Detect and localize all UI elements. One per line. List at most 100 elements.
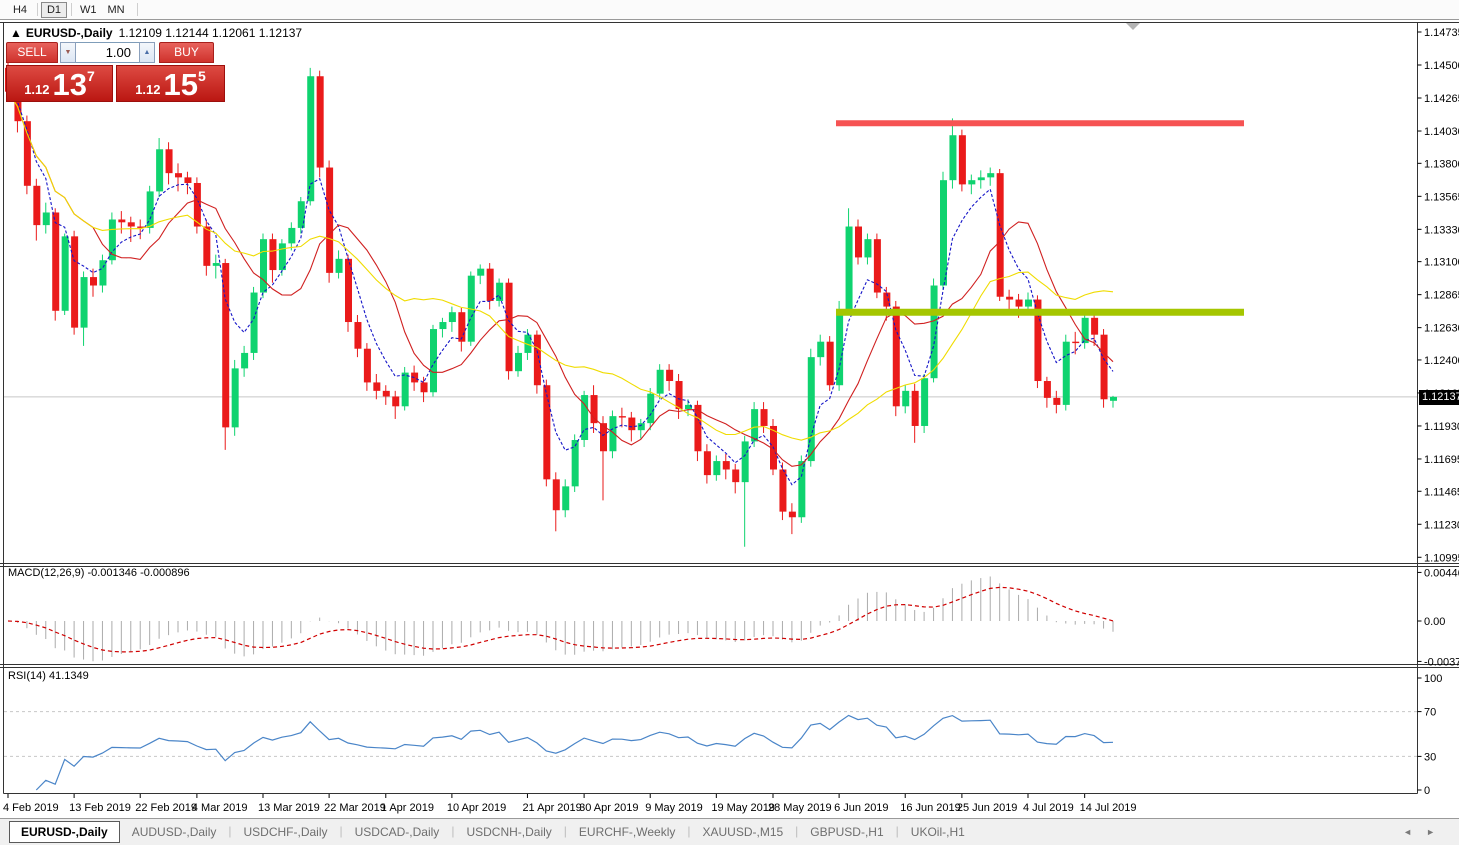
candle-body [902,390,910,407]
sell-button[interactable]: SELL [6,42,58,63]
candle-body [656,369,664,394]
candle-body [855,226,862,258]
bid-price-box[interactable]: 1.12 13 7 [6,65,113,102]
candle-body [33,185,41,226]
candle-body [666,369,674,382]
candle-body [212,263,220,266]
volume-input[interactable] [76,42,139,63]
tab-eurchf-weekly[interactable]: EURCHF-,Weekly [578,825,676,839]
candle-body [600,423,607,452]
tab-usdchf-daily[interactable]: USDCHF-,Daily [243,825,328,839]
candle-body [269,239,277,271]
candle-body [430,329,437,393]
timeframe-h4-button[interactable]: H4 [7,2,33,18]
rsi-indicator-label: RSI(14) 41.1349 [8,670,89,682]
candle-body [685,404,692,410]
candle-body [515,352,522,372]
svg-text:1.10995: 1.10995 [1424,552,1459,564]
tab-separator: | [795,824,799,838]
tab-usdcnh-daily[interactable]: USDCNH-,Daily [466,825,552,839]
candle-body [203,226,211,266]
candle-body [307,76,315,202]
candle-body [741,441,749,483]
candle-body [968,180,976,185]
candle-body [1053,397,1061,405]
svg-text:30: 30 [1424,751,1436,763]
toolbar-group-separator [136,3,138,16]
tab-scroll-left-icon[interactable]: ◄ [1403,827,1427,837]
tab-ukoil-h1[interactable]: UKOil-,H1 [910,825,965,839]
candle-body [996,173,1004,297]
candle-body [505,282,513,372]
tab-xauusd-m15[interactable]: XAUUSD-,M15 [702,825,784,839]
candle-body [439,322,447,330]
timeframe-d1-button[interactable]: D1 [41,1,67,18]
volume-increase-button[interactable]: ▲ [139,42,155,63]
candle-body [231,368,239,428]
candle-body [987,173,995,178]
ask-price-box[interactable]: 1.12 15 5 [116,65,225,102]
candle-body [354,322,362,349]
candle-body [581,395,589,441]
sma10-moving-average-line [7,91,1114,467]
svg-text:22 Mar 2019: 22 Mar 2019 [324,802,386,814]
candle-body [175,173,182,178]
toolbar-separator [71,3,72,16]
svg-text:1.11230: 1.11230 [1424,519,1459,531]
candle-body [977,177,985,181]
timeframe-w1-button[interactable]: W1 [75,2,102,18]
svg-text:1.12630: 1.12630 [1424,323,1459,335]
svg-text:1.11930: 1.11930 [1424,421,1459,433]
price-axis: 1.14735 1.14500 1.14265 1.14030 1.13800 1.135… [1417,27,1459,564]
svg-text:1.13100: 1.13100 [1424,257,1459,269]
volume-decrease-button[interactable]: ▼ [60,42,76,63]
chart-shift-marker[interactable] [1126,23,1140,30]
tab-eurusd-daily[interactable]: EURUSD-,Daily [9,821,120,843]
chart-symbol-label: EURUSD-,Daily [25,26,113,40]
svg-text:1.12400: 1.12400 [1424,355,1459,367]
svg-text:1.11465: 1.11465 [1424,486,1459,498]
candle-body [496,282,504,301]
candle-body [23,121,31,186]
timeframe-mn-button[interactable]: MN [103,2,130,18]
svg-text:10 Apr 2019: 10 Apr 2019 [447,802,506,814]
candle-body [250,292,258,353]
svg-text:30 Apr 2019: 30 Apr 2019 [579,802,638,814]
macd-signal-line [7,586,1114,653]
candle-body [260,239,267,293]
tab-audusd-daily[interactable]: AUDUSD-,Daily [131,825,217,839]
candle-body [80,277,88,328]
candle-body [760,409,768,426]
svg-text:13 Feb 2019: 13 Feb 2019 [69,802,131,814]
svg-text:1.12865: 1.12865 [1424,290,1459,302]
candle-body [713,461,721,476]
svg-text:100: 100 [1424,673,1442,685]
candle-body [732,469,740,483]
candle-body [694,404,702,452]
candle-body [1081,317,1089,344]
candle-body [930,285,938,379]
candle-body [486,268,494,301]
candle-body [193,182,201,227]
buy-button[interactable]: BUY [159,42,214,63]
tab-usdcad-daily[interactable]: USDCAD-,Daily [354,825,440,839]
candle-body [42,212,50,226]
svg-text:1.13800: 1.13800 [1424,158,1459,170]
macd-indicator-label: MACD(12,26,9) -0.001346 -0.000896 [8,567,190,579]
candle-body [798,461,806,518]
candle-body [99,260,107,286]
candle-body [477,268,485,276]
macd-pane: 0.004465 0.00 -0.003715 [7,567,1459,668]
candle-body [71,236,79,328]
tab-scroll-right-icon[interactable]: ► [1426,827,1449,837]
svg-text:1 Apr 2019: 1 Apr 2019 [381,802,434,814]
candle-body [137,226,145,228]
tab-gbpusd-h1[interactable]: GBPUSD-,H1 [810,825,884,839]
collapse-triangle-icon[interactable]: ▲ [10,26,22,40]
svg-text:70: 70 [1424,707,1436,719]
candle-body [826,341,834,386]
svg-text:1.13565: 1.13565 [1424,191,1459,203]
candle-body [316,76,324,168]
pane-borders [0,22,1459,794]
